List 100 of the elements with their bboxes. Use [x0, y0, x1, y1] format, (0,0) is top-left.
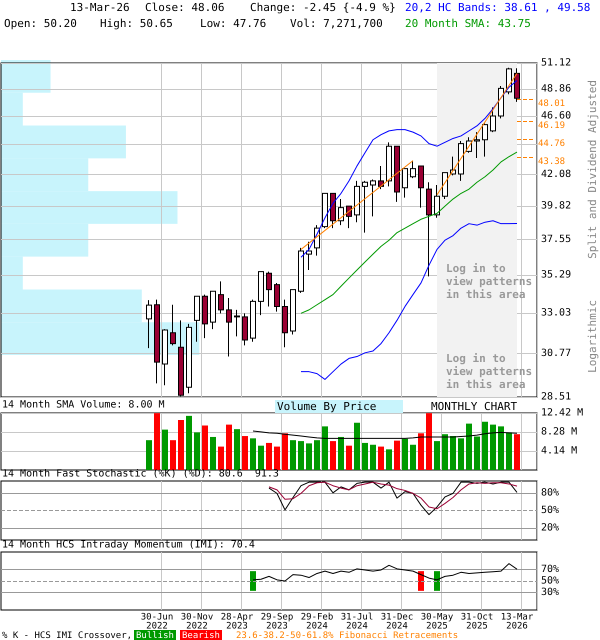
ref-line-label: 46.19	[538, 121, 566, 132]
bar	[250, 438, 256, 470]
y-tick-label: 12.42 M	[541, 408, 584, 418]
candlestick	[170, 304, 176, 346]
x-tick-label: 30-Jun 2022	[140, 612, 174, 632]
chart-title: 14 Month HCS Intraday Momentum (IMI): 70.4	[2, 540, 255, 550]
candlestick	[370, 179, 376, 217]
bar	[458, 438, 464, 470]
bar	[514, 434, 520, 470]
candlestick	[378, 165, 384, 190]
y-tick-label: 46.60	[541, 110, 572, 122]
bar	[346, 446, 352, 470]
text: Low: 47.76	[200, 17, 266, 30]
bar	[418, 433, 424, 470]
x-tick-label: 28-Apr 2023	[220, 612, 254, 632]
text: Close: 48.06	[145, 1, 224, 14]
line-series	[252, 563, 518, 582]
bar	[426, 413, 432, 470]
candlestick	[362, 180, 368, 234]
candlestick	[418, 165, 424, 208]
bar	[442, 434, 448, 470]
bar	[162, 430, 168, 470]
text: Open: 50.20	[4, 17, 77, 30]
candlestick	[282, 299, 288, 348]
y-tick-label: 50%	[541, 576, 560, 586]
y-tick-label: 28.51	[541, 392, 572, 402]
bar	[266, 442, 272, 470]
text: High: 50.65	[100, 17, 173, 30]
bar	[410, 444, 416, 470]
candlestick	[458, 140, 464, 182]
y-tick-label: 30.77	[541, 348, 572, 359]
x-tick-label: 29-Feb 2024	[300, 612, 334, 632]
candlestick	[482, 122, 488, 158]
bar	[466, 424, 472, 470]
annotation: Log in to view patterns in this area	[446, 262, 534, 301]
candlestick	[258, 271, 264, 316]
x-tick-label: 30-Nov 2022	[180, 612, 214, 632]
bar	[450, 436, 456, 470]
candlestick	[410, 160, 416, 179]
bar	[362, 442, 368, 470]
y-tick-label: 4.14 M	[541, 446, 578, 456]
text: Bearish	[180, 630, 222, 640]
y-tick-label: 33.03	[541, 307, 572, 318]
bar	[226, 424, 232, 470]
text: 13-Mar-26	[70, 1, 130, 14]
bar	[402, 438, 408, 470]
candlestick	[426, 182, 432, 277]
y-tick-label: 48.86	[541, 83, 572, 94]
annotation: Log in to view patterns in this area	[446, 352, 534, 391]
line-series	[300, 80, 518, 258]
bar	[274, 446, 280, 470]
ref-line-label: 44.76	[538, 138, 566, 149]
bar	[314, 440, 320, 470]
candlestick	[298, 247, 304, 294]
candlestick	[194, 296, 200, 342]
candlestick	[330, 192, 336, 229]
text: Vol: 7,271,700	[290, 17, 383, 30]
candlestick	[274, 282, 280, 312]
bar	[210, 436, 216, 470]
bar	[258, 446, 264, 470]
bar	[154, 413, 160, 470]
line-series	[252, 430, 518, 439]
text: Change: -2.45 {-4.9 %}	[250, 1, 396, 14]
x-tick-label: 31-Dec 2024	[380, 612, 414, 632]
bar	[290, 440, 296, 470]
bar	[338, 436, 344, 470]
bar	[170, 440, 176, 470]
bar	[298, 441, 304, 470]
y-tick-label: 42.08	[541, 168, 572, 180]
y-tick-label: 80%	[541, 487, 560, 498]
x-tick-label: 13-Mar 2026	[500, 612, 534, 632]
text: MONTHLY CHART	[431, 400, 518, 413]
bar	[202, 425, 208, 470]
text: Split and Dividend Adjusted	[586, 80, 599, 259]
bar	[482, 422, 488, 470]
candlestick	[266, 271, 272, 307]
bar	[490, 424, 496, 470]
bar	[474, 436, 480, 470]
candlestick	[210, 290, 216, 330]
candlestick	[218, 280, 224, 314]
bar	[354, 422, 360, 470]
y-tick-label: 8.28 M	[541, 426, 578, 438]
text: % K - HCS IMI Crossover,	[2, 630, 132, 640]
candlestick	[402, 168, 408, 198]
y-tick-label: 51.12	[541, 58, 572, 68]
bar	[186, 416, 192, 470]
candlestick	[154, 299, 160, 384]
text: Volume By Price	[275, 400, 403, 413]
bar	[234, 429, 240, 470]
candlestick	[474, 132, 480, 158]
candlestick	[242, 312, 248, 346]
text: Logarithmic	[586, 300, 599, 373]
candlestick	[354, 180, 360, 223]
candlestick	[290, 289, 296, 336]
candlestick	[514, 68, 520, 102]
text: 23.6-38.2-50-61.8% Fibonacci Retracements	[236, 630, 458, 640]
candlestick	[338, 198, 344, 226]
ref-line-label: 43.38	[538, 156, 566, 167]
y-tick-label: 30%	[541, 587, 560, 598]
y-tick-label: 50%	[541, 505, 560, 516]
